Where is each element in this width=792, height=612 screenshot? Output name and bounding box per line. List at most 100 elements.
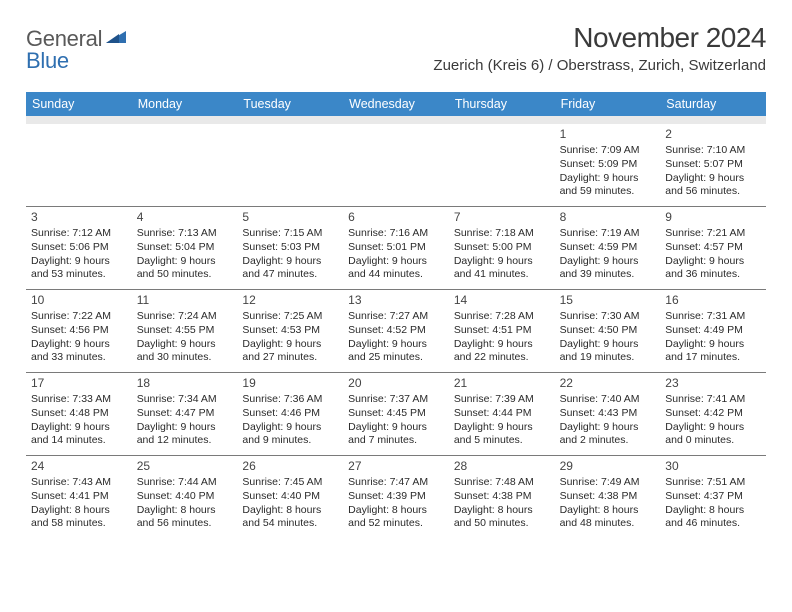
sunrise-text: Sunrise: 7:15 AM — [242, 227, 338, 241]
day-cell: 27Sunrise: 7:47 AMSunset: 4:39 PMDayligh… — [343, 456, 449, 538]
sunset-text: Sunset: 4:44 PM — [454, 407, 550, 421]
week-row: 3Sunrise: 7:12 AMSunset: 5:06 PMDaylight… — [26, 206, 766, 289]
day-cell: 8Sunrise: 7:19 AMSunset: 4:59 PMDaylight… — [555, 207, 661, 289]
sunset-text: Sunset: 5:09 PM — [560, 158, 656, 172]
sunset-text: Sunset: 4:39 PM — [348, 490, 444, 504]
day-number: 4 — [137, 210, 233, 226]
day-cell: 20Sunrise: 7:37 AMSunset: 4:45 PMDayligh… — [343, 373, 449, 455]
day-cell: 12Sunrise: 7:25 AMSunset: 4:53 PMDayligh… — [237, 290, 343, 372]
daylight-text: Daylight: 8 hours and 48 minutes. — [560, 504, 656, 532]
sunrise-text: Sunrise: 7:10 AM — [665, 144, 761, 158]
daylight-text: Daylight: 9 hours and 36 minutes. — [665, 255, 761, 283]
day-cell: 28Sunrise: 7:48 AMSunset: 4:38 PMDayligh… — [449, 456, 555, 538]
day-cell: 10Sunrise: 7:22 AMSunset: 4:56 PMDayligh… — [26, 290, 132, 372]
day-header: Monday — [132, 92, 238, 116]
day-number: 19 — [242, 376, 338, 392]
sunrise-text: Sunrise: 7:45 AM — [242, 476, 338, 490]
day-header: Saturday — [660, 92, 766, 116]
day-cell — [449, 124, 555, 206]
daylight-text: Daylight: 8 hours and 58 minutes. — [31, 504, 127, 532]
day-cell — [237, 124, 343, 206]
day-number: 5 — [242, 210, 338, 226]
weeks-container: 1Sunrise: 7:09 AMSunset: 5:09 PMDaylight… — [26, 124, 766, 538]
daylight-text: Daylight: 9 hours and 53 minutes. — [31, 255, 127, 283]
daylight-text: Daylight: 9 hours and 27 minutes. — [242, 338, 338, 366]
daylight-text: Daylight: 9 hours and 5 minutes. — [454, 421, 550, 449]
daylight-text: Daylight: 9 hours and 9 minutes. — [242, 421, 338, 449]
day-number: 25 — [137, 459, 233, 475]
sunset-text: Sunset: 5:06 PM — [31, 241, 127, 255]
sunrise-text: Sunrise: 7:34 AM — [137, 393, 233, 407]
sunrise-text: Sunrise: 7:16 AM — [348, 227, 444, 241]
logo-triangle-icon — [106, 29, 126, 50]
day-cell: 15Sunrise: 7:30 AMSunset: 4:50 PMDayligh… — [555, 290, 661, 372]
day-cell: 2Sunrise: 7:10 AMSunset: 5:07 PMDaylight… — [660, 124, 766, 206]
daylight-text: Daylight: 9 hours and 0 minutes. — [665, 421, 761, 449]
day-header: Wednesday — [343, 92, 449, 116]
day-number: 28 — [454, 459, 550, 475]
day-number: 17 — [31, 376, 127, 392]
day-cell: 19Sunrise: 7:36 AMSunset: 4:46 PMDayligh… — [237, 373, 343, 455]
sunset-text: Sunset: 4:53 PM — [242, 324, 338, 338]
sunrise-text: Sunrise: 7:25 AM — [242, 310, 338, 324]
day-number: 21 — [454, 376, 550, 392]
day-cell: 17Sunrise: 7:33 AMSunset: 4:48 PMDayligh… — [26, 373, 132, 455]
blank-row — [26, 116, 766, 124]
sunset-text: Sunset: 4:38 PM — [454, 490, 550, 504]
sunset-text: Sunset: 4:50 PM — [560, 324, 656, 338]
day-cell: 6Sunrise: 7:16 AMSunset: 5:01 PMDaylight… — [343, 207, 449, 289]
day-cell: 26Sunrise: 7:45 AMSunset: 4:40 PMDayligh… — [237, 456, 343, 538]
sunset-text: Sunset: 5:00 PM — [454, 241, 550, 255]
day-cell: 5Sunrise: 7:15 AMSunset: 5:03 PMDaylight… — [237, 207, 343, 289]
daylight-text: Daylight: 8 hours and 50 minutes. — [454, 504, 550, 532]
day-cell: 18Sunrise: 7:34 AMSunset: 4:47 PMDayligh… — [132, 373, 238, 455]
sunrise-text: Sunrise: 7:12 AM — [31, 227, 127, 241]
sunrise-text: Sunrise: 7:48 AM — [454, 476, 550, 490]
day-cell: 3Sunrise: 7:12 AMSunset: 5:06 PMDaylight… — [26, 207, 132, 289]
sunset-text: Sunset: 4:49 PM — [665, 324, 761, 338]
daylight-text: Daylight: 9 hours and 7 minutes. — [348, 421, 444, 449]
sunset-text: Sunset: 5:07 PM — [665, 158, 761, 172]
day-number: 10 — [31, 293, 127, 309]
sunrise-text: Sunrise: 7:27 AM — [348, 310, 444, 324]
daylight-text: Daylight: 9 hours and 2 minutes. — [560, 421, 656, 449]
sunrise-text: Sunrise: 7:47 AM — [348, 476, 444, 490]
day-header: Tuesday — [237, 92, 343, 116]
day-number: 3 — [31, 210, 127, 226]
sunrise-text: Sunrise: 7:43 AM — [31, 476, 127, 490]
day-cell: 13Sunrise: 7:27 AMSunset: 4:52 PMDayligh… — [343, 290, 449, 372]
week-row: 17Sunrise: 7:33 AMSunset: 4:48 PMDayligh… — [26, 372, 766, 455]
day-number: 18 — [137, 376, 233, 392]
sunset-text: Sunset: 5:01 PM — [348, 241, 444, 255]
sunset-text: Sunset: 4:51 PM — [454, 324, 550, 338]
daylight-text: Daylight: 8 hours and 46 minutes. — [665, 504, 761, 532]
day-cell: 30Sunrise: 7:51 AMSunset: 4:37 PMDayligh… — [660, 456, 766, 538]
sunset-text: Sunset: 4:55 PM — [137, 324, 233, 338]
month-year: November 2024 — [433, 22, 766, 54]
sunrise-text: Sunrise: 7:39 AM — [454, 393, 550, 407]
sunset-text: Sunset: 4:42 PM — [665, 407, 761, 421]
daylight-text: Daylight: 9 hours and 12 minutes. — [137, 421, 233, 449]
day-header: Friday — [555, 92, 661, 116]
sunrise-text: Sunrise: 7:24 AM — [137, 310, 233, 324]
daylight-text: Daylight: 9 hours and 56 minutes. — [665, 172, 761, 200]
day-cell: 23Sunrise: 7:41 AMSunset: 4:42 PMDayligh… — [660, 373, 766, 455]
calendar: SundayMondayTuesdayWednesdayThursdayFrid… — [26, 92, 766, 538]
sunset-text: Sunset: 4:37 PM — [665, 490, 761, 504]
daylight-text: Daylight: 9 hours and 30 minutes. — [137, 338, 233, 366]
day-cell: 25Sunrise: 7:44 AMSunset: 4:40 PMDayligh… — [132, 456, 238, 538]
day-cell: 22Sunrise: 7:40 AMSunset: 4:43 PMDayligh… — [555, 373, 661, 455]
day-cell: 1Sunrise: 7:09 AMSunset: 5:09 PMDaylight… — [555, 124, 661, 206]
day-header-row: SundayMondayTuesdayWednesdayThursdayFrid… — [26, 92, 766, 116]
daylight-text: Daylight: 8 hours and 52 minutes. — [348, 504, 444, 532]
sunrise-text: Sunrise: 7:09 AM — [560, 144, 656, 158]
day-number: 13 — [348, 293, 444, 309]
page-header: General November 2024 Zuerich (Kreis 6) … — [26, 22, 766, 74]
day-cell — [26, 124, 132, 206]
title-block: November 2024 Zuerich (Kreis 6) / Oberst… — [433, 22, 766, 74]
daylight-text: Daylight: 9 hours and 41 minutes. — [454, 255, 550, 283]
daylight-text: Daylight: 9 hours and 25 minutes. — [348, 338, 444, 366]
daylight-text: Daylight: 9 hours and 19 minutes. — [560, 338, 656, 366]
sunrise-text: Sunrise: 7:21 AM — [665, 227, 761, 241]
daylight-text: Daylight: 9 hours and 22 minutes. — [454, 338, 550, 366]
